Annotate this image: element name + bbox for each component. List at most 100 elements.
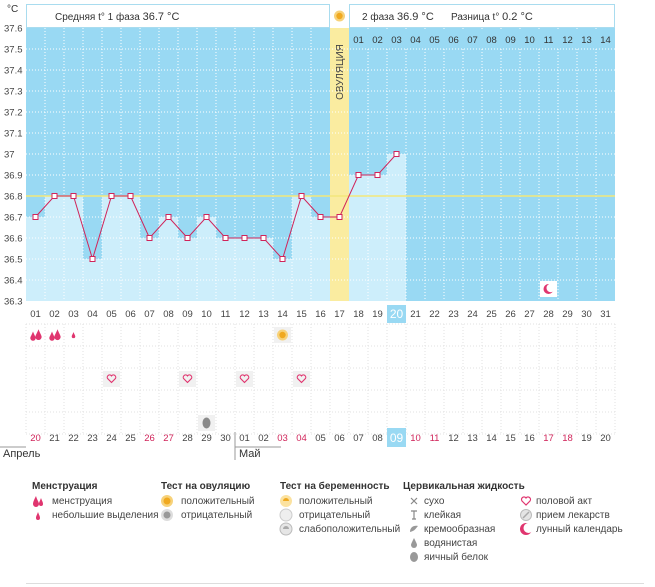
calendar-date: 19 — [581, 433, 592, 444]
cycle-day-label: 01 — [30, 309, 41, 320]
legend-menstruation-label: менструация — [52, 496, 113, 507]
temperature-line — [35, 153, 397, 261]
egg-white-icon — [410, 552, 418, 562]
temperature-point — [203, 214, 210, 220]
temperature-bar — [64, 196, 83, 301]
cycle-day-label: 11 — [221, 309, 231, 320]
intercourse-cell — [179, 371, 196, 387]
ovulation-negative-icon — [161, 509, 173, 521]
temperature-point — [336, 214, 343, 220]
phase2-day-label: 12 — [562, 35, 573, 46]
temperature-bar — [216, 238, 235, 301]
cycle-day-label: 29 — [562, 309, 573, 320]
phase2-day-label: 11 — [544, 35, 554, 46]
cycle-day-label: 09 — [182, 309, 193, 320]
y-tick-label: 37.4 — [4, 66, 23, 77]
calendar-date: 14 — [486, 433, 497, 444]
calendar-date: 07 — [353, 433, 364, 444]
cycle-day-label: 30 — [581, 309, 592, 320]
y-tick-label: 37.2 — [4, 108, 23, 119]
ovulation-band — [330, 28, 349, 301]
calendar-date: 24 — [106, 433, 117, 444]
phase2-average: 2 фаза 36.9 °C — [362, 11, 434, 23]
calendar-date: 20 — [600, 433, 611, 444]
temperature-point — [70, 193, 77, 199]
y-tick-label: 36.4 — [4, 276, 23, 287]
pregnancy-weak-icon — [279, 522, 293, 536]
temperature-bar — [273, 259, 292, 301]
cycle-day-label: 18 — [353, 309, 364, 320]
heart-icon — [239, 374, 250, 384]
calendar-date: 21 — [49, 433, 60, 444]
temperature-point — [241, 235, 248, 241]
calendar-date: 03 — [277, 433, 288, 444]
temperature-bar — [121, 196, 140, 301]
y-tick-label: 36.8 — [4, 192, 23, 203]
moon-phase-shadow — [546, 283, 555, 293]
legend-intercourse-label: половой акт — [536, 496, 593, 507]
cycle-day-label: 05 — [106, 309, 117, 320]
cycle-day-label: 22 — [429, 309, 440, 320]
menstruation-icon — [35, 329, 42, 341]
legend-spotting-label: небольшие выделения — [52, 510, 159, 521]
watery-icon — [411, 538, 417, 548]
cycle-day-label: 10 — [201, 309, 212, 320]
phase2-day-label: 10 — [524, 35, 535, 46]
egg-white-icon — [202, 417, 211, 429]
ovulation-test-core — [279, 331, 286, 339]
bbt-chart: °C Средняя t° 1 фаза 36.7 °C 2 фаза 36.9 °… — [0, 4, 616, 460]
creamy-icon — [410, 525, 418, 532]
cycle-day-label: 28 — [543, 309, 554, 320]
temperature-point — [298, 193, 305, 199]
calendar-date: 08 — [372, 433, 383, 444]
heart-icon — [296, 374, 307, 384]
cycle-day-label: 23 — [448, 309, 459, 320]
medication-icon — [520, 509, 532, 521]
calendar-date: 13 — [467, 433, 478, 444]
heart-icon — [106, 374, 117, 384]
y-tick-label: 37.1 — [4, 129, 23, 140]
month-label-may: Май — [239, 448, 261, 460]
calendar-date: 30 — [220, 433, 231, 444]
temperature-bar — [102, 196, 121, 301]
current-day-highlight — [387, 305, 406, 323]
phase2-day-label: 07 — [467, 35, 478, 46]
temperature-bar — [387, 154, 406, 301]
cycle-day-label: 24 — [467, 309, 478, 320]
phase2-day-label: 08 — [486, 35, 497, 46]
month-label-april: Апрель — [3, 448, 41, 460]
legend-watery-label: водянистая — [424, 538, 478, 549]
y-tick-label: 36.3 — [4, 297, 23, 308]
temperature-point — [260, 235, 267, 241]
temperature-point — [165, 214, 172, 220]
cycle-day-label: 31 — [600, 309, 611, 320]
cycle-day-label-current: 20 — [390, 307, 404, 321]
calendar-date: 10 — [410, 433, 421, 444]
phase2-day-label: 04 — [410, 35, 421, 46]
legend-menstruation-title: Менструация — [32, 481, 98, 492]
temperature-point — [222, 235, 229, 241]
cycle-day-label: 03 — [68, 309, 79, 320]
temperature-point — [317, 214, 324, 220]
legend-ovulation-positive-label: положительный — [181, 496, 255, 507]
calendar-date: 26 — [144, 433, 155, 444]
phase2-header — [349, 4, 615, 28]
y-tick-label: 36.9 — [4, 171, 23, 182]
legend-medication-label: прием лекарств — [536, 510, 610, 521]
cycle-day-label: 08 — [163, 309, 174, 320]
legend-pregnancy-negative-label: отрицательный — [299, 510, 371, 521]
intercourse-cell — [293, 371, 310, 387]
calendar-date: 28 — [182, 433, 193, 444]
intercourse-cell — [236, 371, 253, 387]
temperature-point — [374, 172, 381, 178]
spotting-icon — [71, 332, 76, 339]
cycle-day-label: 14 — [277, 309, 288, 320]
calendar-date: 06 — [334, 433, 345, 444]
calendar-date: 04 — [296, 433, 307, 444]
y-tick-label: 36.5 — [4, 255, 23, 266]
temperature-difference: Разница t° 0.2 °C — [451, 11, 533, 23]
phase2-day-label: 03 — [391, 35, 402, 46]
temperature-point — [108, 193, 115, 199]
temperature-point — [146, 235, 153, 241]
phase2-days-bg — [349, 30, 615, 48]
